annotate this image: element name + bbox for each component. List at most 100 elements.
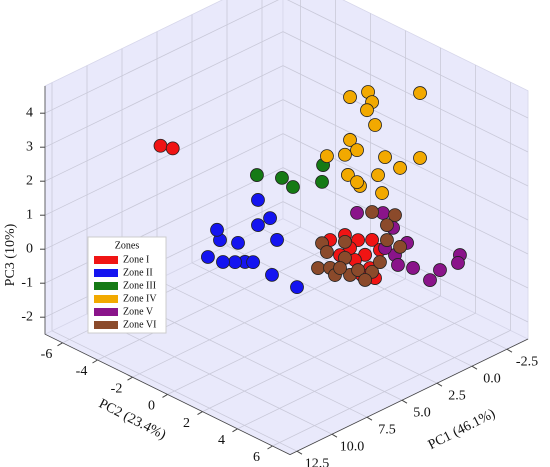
x-tick xyxy=(366,416,373,421)
x-tick-label: 7.5 xyxy=(378,422,396,437)
grid-line xyxy=(282,65,529,187)
point xyxy=(451,256,465,270)
point xyxy=(358,273,372,287)
x-tick-label: 10.0 xyxy=(340,439,365,454)
point xyxy=(251,193,265,207)
grid-line xyxy=(44,99,284,216)
x-tick-label: 12.5 xyxy=(305,456,330,467)
point xyxy=(165,141,180,156)
point xyxy=(380,218,394,233)
y-tick xyxy=(197,411,203,416)
y-tick-label: 6 xyxy=(253,450,260,465)
point xyxy=(406,261,420,275)
legend-label: Zone IV xyxy=(123,293,157,304)
legend-title: Zones xyxy=(115,240,140,251)
point xyxy=(391,258,405,272)
point xyxy=(228,255,242,270)
grid-line xyxy=(97,244,336,361)
point xyxy=(320,149,334,164)
grid-line xyxy=(44,65,284,182)
z-tick-label: 4 xyxy=(26,105,33,120)
legend-swatch xyxy=(94,282,118,290)
point xyxy=(343,90,357,104)
points xyxy=(153,85,467,295)
point xyxy=(393,239,407,254)
legend-swatch xyxy=(94,269,118,277)
legend-swatch xyxy=(94,308,118,316)
y-tick xyxy=(57,342,63,347)
point xyxy=(351,263,365,277)
point xyxy=(371,168,385,182)
axis-line xyxy=(289,338,529,455)
y-tick-label: -6 xyxy=(41,347,53,362)
point xyxy=(201,250,215,264)
point xyxy=(350,143,364,158)
x-tick-label: 2.5 xyxy=(448,388,466,403)
point xyxy=(216,255,230,269)
point xyxy=(365,232,379,247)
point xyxy=(338,147,352,162)
grid-line xyxy=(282,31,529,153)
grid-line xyxy=(202,295,441,412)
point xyxy=(350,175,364,190)
point xyxy=(246,255,260,270)
point xyxy=(210,222,224,237)
x-tick xyxy=(436,382,443,387)
x-axis-label: PC1 (46.1%) xyxy=(426,406,498,453)
point xyxy=(433,263,447,277)
point xyxy=(320,245,334,259)
legend-label: Zone V xyxy=(123,306,154,317)
x-tick xyxy=(506,348,513,353)
point xyxy=(413,86,427,100)
grid-line xyxy=(44,31,284,148)
y-tick xyxy=(267,445,273,450)
z-tick-label: 0 xyxy=(26,241,33,256)
z-tick-label: -2 xyxy=(21,309,33,324)
y-tick xyxy=(127,376,133,381)
legend-label: Zone III xyxy=(123,280,156,291)
y-tick xyxy=(162,393,168,398)
point xyxy=(341,168,355,182)
point xyxy=(338,234,352,249)
point xyxy=(368,118,382,132)
x-tick-label: 0.0 xyxy=(483,371,501,386)
point xyxy=(270,233,284,247)
point xyxy=(375,186,389,200)
z-tick-label: -1 xyxy=(21,275,33,290)
point xyxy=(290,280,304,295)
legend-swatch xyxy=(94,295,118,303)
point xyxy=(393,161,407,175)
y-tick-label: -4 xyxy=(76,364,88,379)
grid-line xyxy=(286,0,529,119)
grid-line xyxy=(282,201,529,323)
point xyxy=(333,261,347,275)
z-tick-label: 1 xyxy=(26,207,33,222)
grid-line xyxy=(167,278,406,395)
point xyxy=(360,103,374,118)
y-axis-label: PC2 (23.4%) xyxy=(96,396,168,443)
x-tick xyxy=(401,399,408,404)
y-tick-label: -2 xyxy=(111,381,123,396)
point xyxy=(263,211,277,226)
z-tick-label: 2 xyxy=(26,173,33,188)
point xyxy=(380,233,394,247)
point xyxy=(423,273,437,288)
point xyxy=(315,174,329,189)
legend-swatch xyxy=(94,256,118,264)
legend: Zones Zone I Zone II Zone III Zone IV Zone V… xyxy=(87,236,167,334)
point xyxy=(275,170,289,185)
x-tick-label: -2.5 xyxy=(516,354,538,369)
y-tick xyxy=(232,428,238,433)
z-tick-label: 3 xyxy=(26,139,33,154)
grid-line xyxy=(272,330,511,447)
legend-label: Zone II xyxy=(123,267,153,278)
grid-line xyxy=(44,0,279,114)
x-tick xyxy=(331,433,338,438)
point xyxy=(365,205,379,219)
point xyxy=(311,261,325,275)
grid-line xyxy=(132,261,371,378)
x-tick xyxy=(471,365,478,370)
legend-label: Zone I xyxy=(123,254,149,265)
point xyxy=(265,267,279,282)
